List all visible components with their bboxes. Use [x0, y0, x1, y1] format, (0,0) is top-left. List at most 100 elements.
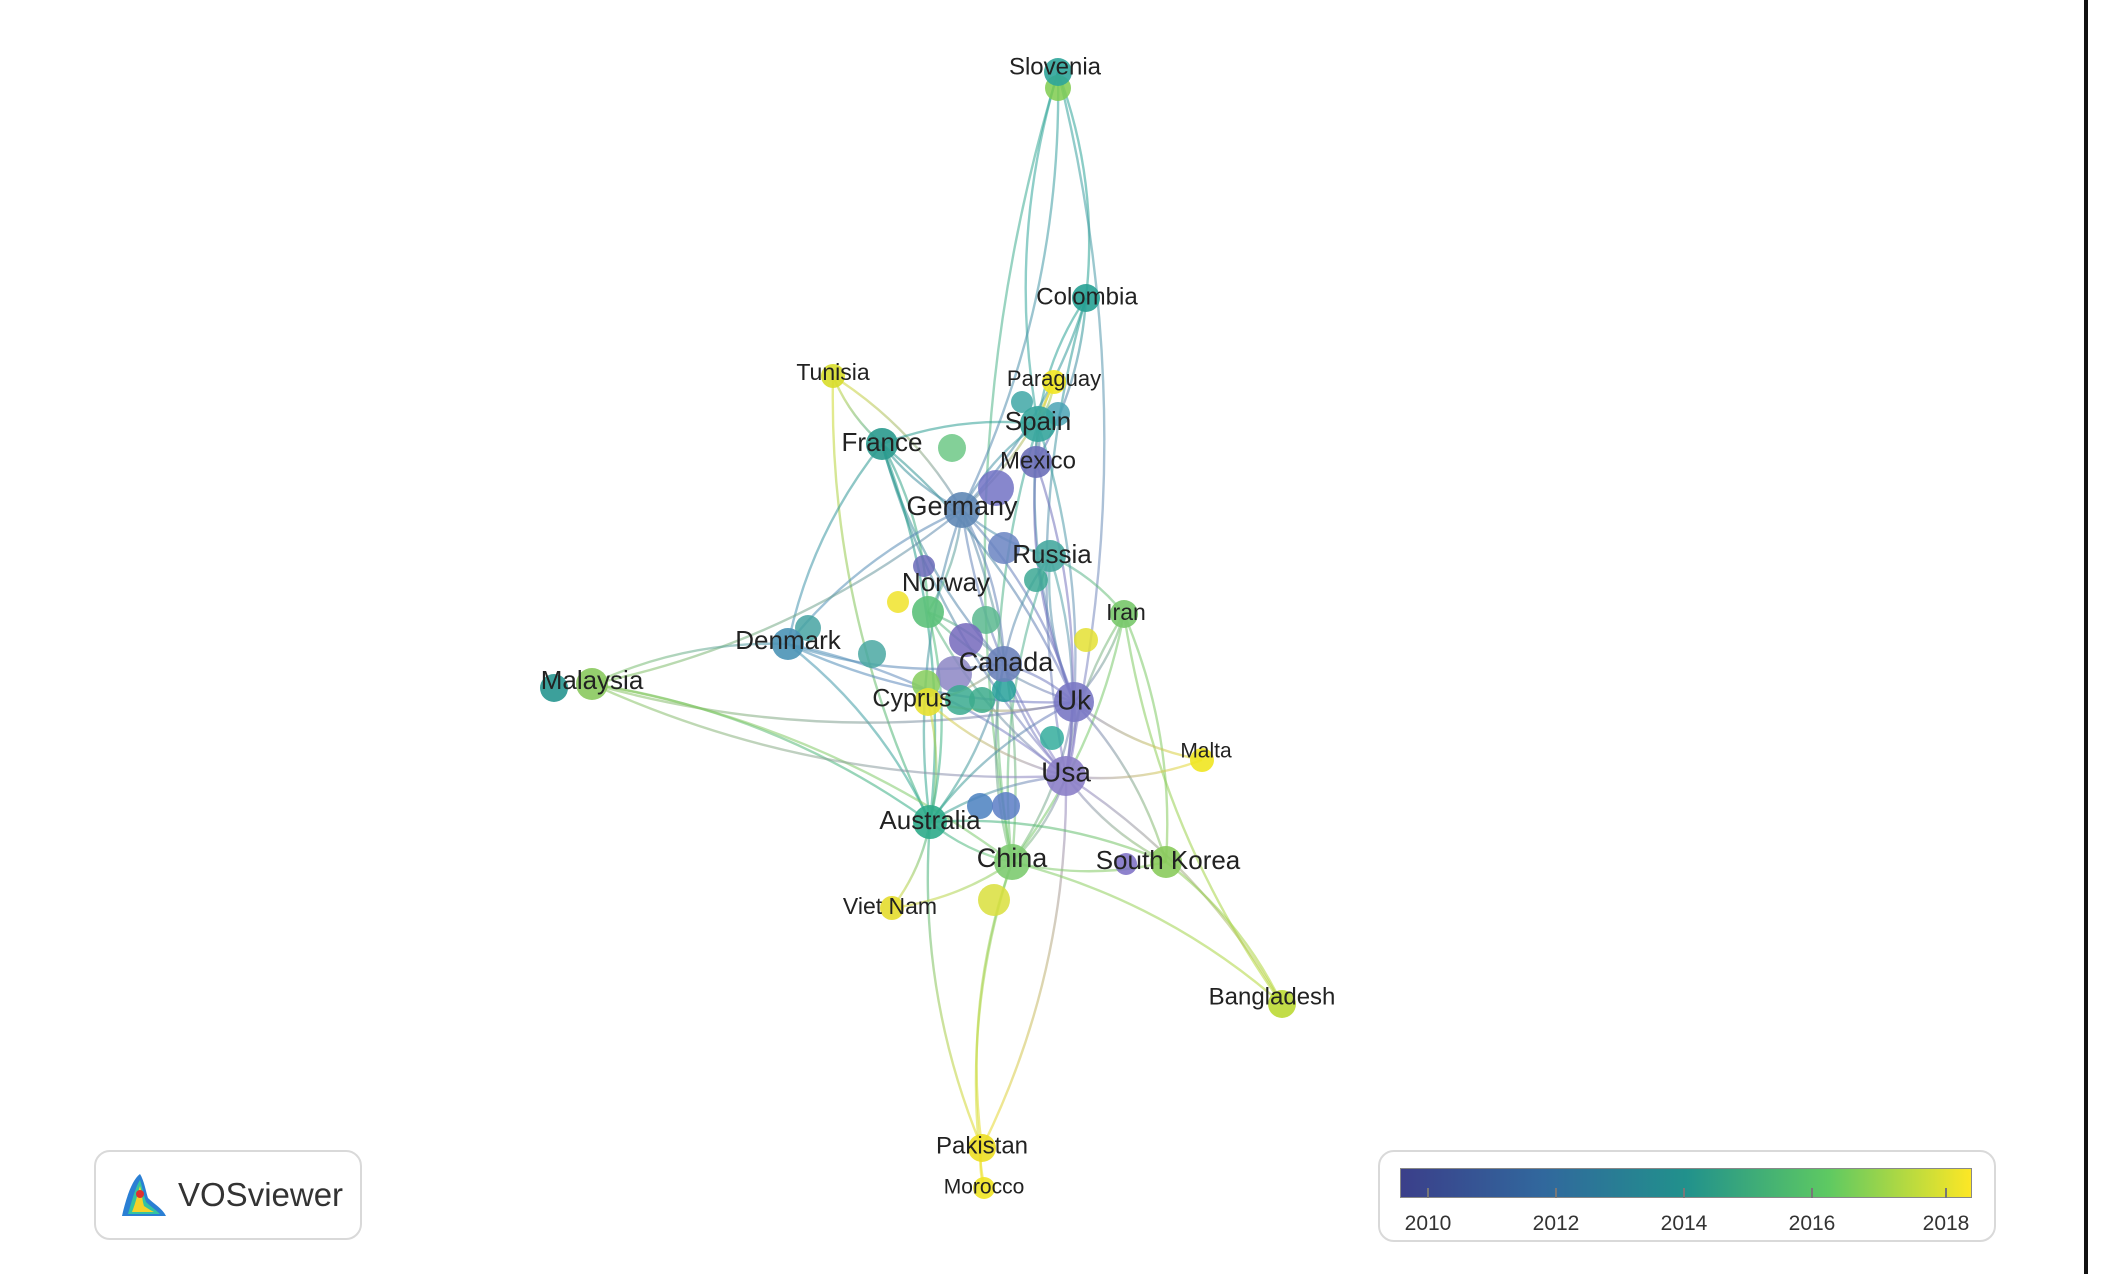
color-legend: 2010 2012 2014 2016 2018 [1378, 1150, 1996, 1242]
legend-tick-mark [1945, 1188, 1947, 1198]
edge-tunisia-australia [831, 375, 932, 823]
node-australia[interactable] [913, 805, 947, 839]
edge-germany-malaysia [591, 509, 963, 686]
label-france: France [842, 427, 923, 457]
unlabeled-node[interactable] [978, 470, 1014, 506]
label-iran: Iran [1106, 599, 1146, 625]
unlabeled-node[interactable] [1115, 853, 1137, 875]
node-canada[interactable] [986, 646, 1022, 682]
unlabeled-node[interactable] [1011, 391, 1033, 413]
node-tunisia[interactable] [821, 364, 845, 388]
node-iran[interactable] [1110, 600, 1138, 628]
node-denmark[interactable] [772, 628, 804, 660]
edge-colombia-usa [1045, 297, 1088, 777]
label-malta: Malta [1180, 740, 1232, 763]
label-russia: Russia [1012, 539, 1092, 569]
unlabeled-node[interactable] [992, 678, 1016, 702]
node-mexico[interactable] [1020, 446, 1052, 478]
node-china[interactable] [994, 844, 1030, 880]
edge-slovenia-colombia [1056, 71, 1091, 299]
unlabeled-node[interactable] [949, 623, 983, 657]
unlabeled-node[interactable] [858, 640, 886, 668]
edge-denmark-australia [787, 643, 932, 823]
label-canada: Canada [959, 647, 1055, 677]
unlabeled-node[interactable] [913, 555, 935, 577]
node-southkorea[interactable] [1150, 846, 1182, 878]
node-norway[interactable] [912, 596, 944, 628]
label-malaysia: Malaysia [541, 665, 644, 695]
edge-australia-pakistan [926, 821, 984, 1149]
label-pakistan: Pakistan [936, 1132, 1028, 1159]
unlabeled-node[interactable] [795, 615, 821, 641]
edge-mexico-usa [1034, 461, 1074, 777]
node-colombia[interactable] [1072, 284, 1100, 312]
label-usa: Usa [1041, 756, 1091, 787]
vosviewer-logo: VOSviewer [94, 1150, 362, 1240]
edge-iran-bangladesh [1122, 613, 1283, 1005]
unlabeled-node[interactable] [978, 884, 1010, 916]
node-germany[interactable] [944, 492, 980, 528]
legend-tick-mark [1427, 1188, 1429, 1198]
node-uk[interactable] [1054, 682, 1094, 722]
edge-malaysia-china [591, 682, 1013, 863]
unlabeled-node[interactable] [1040, 726, 1064, 750]
label-colombia: Colombia [1036, 283, 1138, 310]
legend-tick-mark [1811, 1188, 1813, 1198]
unlabeled-node[interactable] [1024, 568, 1048, 592]
node-morocco[interactable] [973, 1177, 995, 1199]
unlabeled-node[interactable] [540, 674, 568, 702]
edge-australia-southkorea [929, 819, 1167, 864]
node-france[interactable] [866, 428, 898, 460]
node-usa[interactable] [1046, 756, 1086, 796]
edge-france-uk [881, 443, 1076, 703]
edge-malaysia-uk [591, 682, 1075, 724]
unlabeled-node[interactable] [945, 685, 975, 715]
right-border [2084, 0, 2088, 1274]
unlabeled-node[interactable] [972, 606, 1000, 634]
label-australia: Australia [879, 805, 981, 835]
edges-layer [591, 71, 1284, 1189]
node-malaysia[interactable] [576, 668, 608, 700]
edge-slovenia-germany [960, 71, 1060, 511]
edge-usa-bangladesh [1065, 774, 1284, 1005]
node-pakistan[interactable] [968, 1134, 996, 1162]
edge-usa-pakistan [980, 775, 1068, 1149]
label-china: China [977, 843, 1049, 873]
edge-france-spain [881, 420, 1039, 446]
unlabeled-nodes-layer [540, 75, 1137, 916]
edge-france-norway [880, 443, 930, 613]
unlabeled-node[interactable] [936, 656, 972, 692]
edge-denmark-canada [787, 642, 1005, 671]
label-vietnam: Viet Nam [843, 893, 937, 919]
unlabeled-node[interactable] [887, 591, 909, 613]
edge-denmark-malaysia [591, 642, 789, 686]
unlabeled-node[interactable] [992, 792, 1020, 820]
node-vietnam[interactable] [880, 896, 904, 920]
edge-france-australia [880, 443, 937, 823]
legend-tick-label: 2016 [1788, 1212, 1836, 1235]
node-bangladesh[interactable] [1268, 990, 1296, 1018]
unlabeled-node[interactable] [1074, 628, 1098, 652]
label-southkorea: South Korea [1096, 845, 1241, 875]
edge-iran-southkorea [1122, 613, 1169, 863]
node-spain[interactable] [1020, 406, 1056, 442]
labels-layer: Slovenia Colombia Tunisia Paraguay Spain Fran… [541, 53, 1336, 1198]
unlabeled-node[interactable] [988, 532, 1020, 564]
edge-malaysia-usa [591, 682, 1067, 779]
node-slovenia[interactable] [1044, 58, 1072, 86]
legend-color-bar [1400, 1168, 1972, 1198]
unlabeled-node[interactable] [967, 793, 993, 819]
unlabeled-node[interactable] [969, 687, 995, 713]
vosviewer-icon [122, 1174, 166, 1216]
edge-germany-australia [922, 509, 964, 823]
node-malta[interactable] [1190, 748, 1214, 772]
node-russia[interactable] [1034, 540, 1066, 572]
edge-paraguay-germany [961, 381, 1056, 511]
label-uk: Uk [1057, 684, 1092, 715]
legend-tick-label: 2010 [1404, 1212, 1452, 1235]
unlabeled-node[interactable] [938, 434, 966, 462]
node-paraguay[interactable] [1042, 370, 1066, 394]
node-cyprus[interactable] [914, 688, 942, 716]
label-cyprus: Cyprus [872, 685, 951, 713]
